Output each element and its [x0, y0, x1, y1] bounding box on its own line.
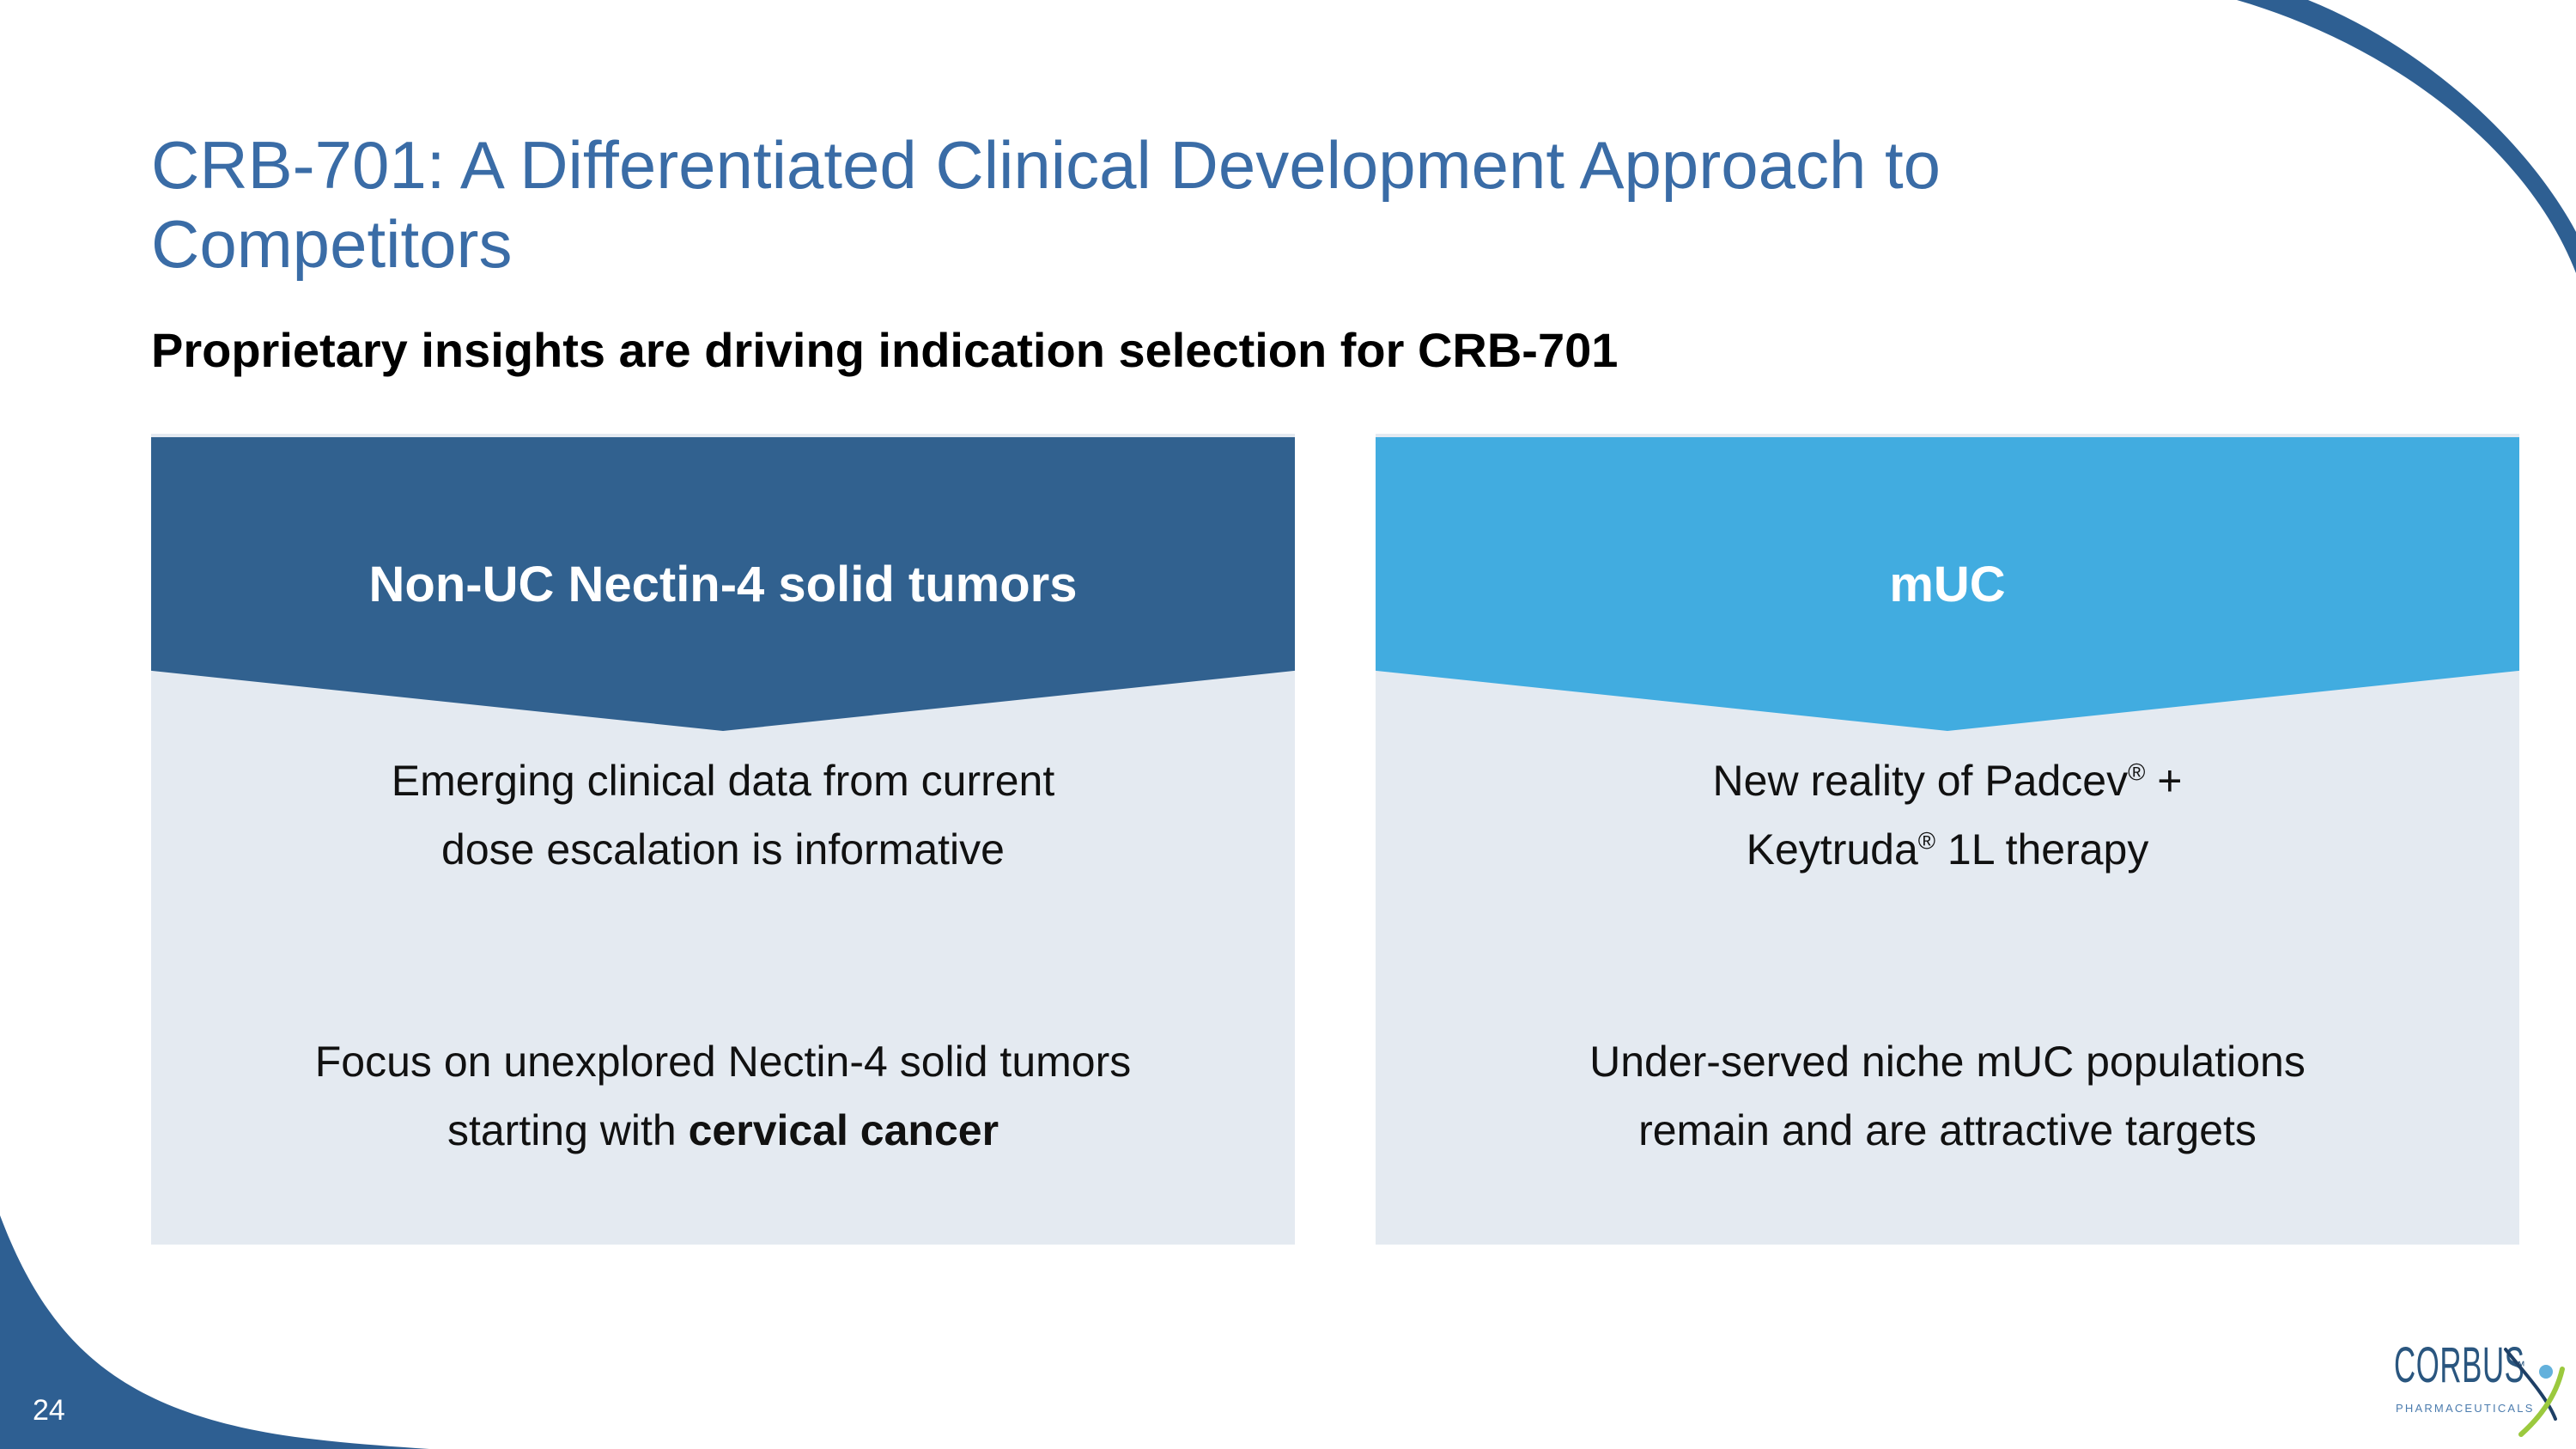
top-right-arc-decoration: [2237, 0, 2576, 273]
banner-non-uc-label: Non-UC Nectin-4 solid tumors: [368, 556, 1078, 612]
banner-muc-label: mUC: [1889, 556, 2006, 612]
muc-point-1-line-2-suffix: 1L therapy: [1935, 825, 2149, 874]
figure-arm-stroke: [2504, 1348, 2557, 1421]
muc-point-1-line-1-suffix: +: [2145, 757, 2183, 805]
keytruda-registered-mark: ®: [1917, 827, 1936, 855]
corbus-logo: CORBUS ™ PHARMACEUTICALS: [2394, 1340, 2576, 1443]
non-uc-point-2: Focus on unexplored Nectin-4 solid tumor…: [151, 1027, 1295, 1165]
page-subtitle: Proprietary insights are driving indicat…: [151, 323, 1619, 377]
figure-head-dot: [2539, 1365, 2553, 1379]
panel-muc: mUC New reality of Padcev® + Keytruda® 1…: [1376, 434, 2519, 1245]
non-uc-point-2-bold-text: cervical cancer: [688, 1106, 999, 1154]
muc-point-1-line-2-text: Keytruda: [1746, 825, 1918, 874]
arc-shape: [2237, 0, 2576, 273]
muc-point-1: New reality of Padcev® + Keytruda® 1L th…: [1376, 746, 2519, 884]
swoosh-shape: [0, 1215, 429, 1449]
non-uc-point-2-prefix: starting with: [447, 1106, 689, 1154]
banner-non-uc-nectin4: Non-UC Nectin-4 solid tumors: [151, 437, 1295, 731]
muc-point-2: Under-served niche mUC populations remai…: [1376, 1027, 2519, 1165]
corbus-tagline: PHARMACEUTICALS: [2396, 1402, 2535, 1415]
page-number: 24: [33, 1394, 65, 1427]
non-uc-point-2-line-2: starting with cervical cancer: [151, 1096, 1295, 1165]
panel-non-uc-nectin4: Non-UC Nectin-4 solid tumors Emerging cl…: [151, 434, 1295, 1245]
muc-point-1-line-1-text: New reality of Padcev: [1712, 757, 2129, 805]
banner-muc: mUC: [1376, 437, 2519, 731]
muc-point-2-line-1: Under-served niche mUC populations: [1589, 1038, 2306, 1086]
bottom-left-swoosh-decoration: [0, 1215, 429, 1449]
non-uc-point-1-line-1: Emerging clinical data from current: [391, 757, 1055, 805]
comparison-columns: Non-UC Nectin-4 solid tumors Emerging cl…: [151, 434, 2519, 1245]
padcev-registered-mark: ®: [2128, 758, 2146, 786]
figure-body-stroke: [2518, 1367, 2565, 1437]
corbus-wordmark: CORBUS: [2394, 1337, 2525, 1393]
non-uc-point-1: Emerging clinical data from current dose…: [151, 746, 1295, 884]
page-title: CRB-701: A Differentiated Clinical Devel…: [151, 127, 1941, 282]
non-uc-point-1-line-2: dose escalation is informative: [441, 825, 1005, 874]
corbus-figure-icon: [2504, 1348, 2565, 1437]
muc-point-2-line-2: remain and are attractive targets: [1638, 1106, 2257, 1154]
muc-point-1-line-1: New reality of Padcev® +: [1376, 746, 2519, 815]
muc-point-1-line-2: Keytruda® 1L therapy: [1376, 815, 2519, 884]
non-uc-point-2-line-1: Focus on unexplored Nectin-4 solid tumor…: [314, 1038, 1132, 1086]
